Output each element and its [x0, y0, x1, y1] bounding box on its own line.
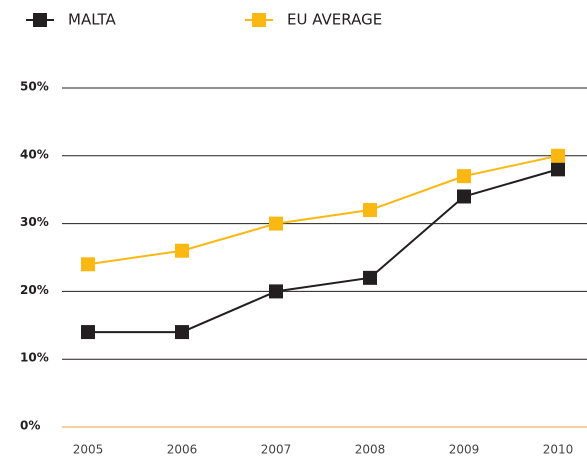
marker	[363, 270, 377, 285]
marker	[551, 148, 565, 163]
marker	[81, 257, 95, 272]
x-tick-label: 2008	[355, 443, 386, 457]
y-tick-label: 0%	[20, 419, 40, 433]
legend-marker	[252, 13, 266, 27]
marker	[269, 216, 283, 231]
y-tick-label: 40%	[20, 147, 49, 161]
marker	[457, 189, 471, 204]
legend-label: EU AVERAGE	[287, 11, 382, 29]
marker	[363, 203, 377, 218]
marker	[81, 325, 95, 340]
series-line	[87, 154, 559, 266]
x-tick-label: 2009	[449, 443, 480, 457]
marker	[175, 243, 189, 258]
legend-marker	[33, 13, 47, 27]
legend-label: MALTA	[68, 11, 116, 29]
x-tick-label: 2007	[261, 443, 292, 457]
marker	[551, 162, 565, 177]
y-tick-label: 20%	[20, 283, 49, 297]
marker	[269, 284, 283, 299]
marker	[175, 325, 189, 340]
y-tick-label: 30%	[20, 215, 49, 229]
y-tick-label: 50%	[20, 80, 49, 94]
x-tick-label: 2006	[167, 443, 198, 457]
series-line	[88, 168, 559, 334]
y-tick-label: 10%	[20, 351, 49, 365]
x-tick-label: 2005	[73, 443, 104, 457]
x-tick-label: 2010	[543, 443, 574, 457]
marker	[457, 169, 471, 184]
